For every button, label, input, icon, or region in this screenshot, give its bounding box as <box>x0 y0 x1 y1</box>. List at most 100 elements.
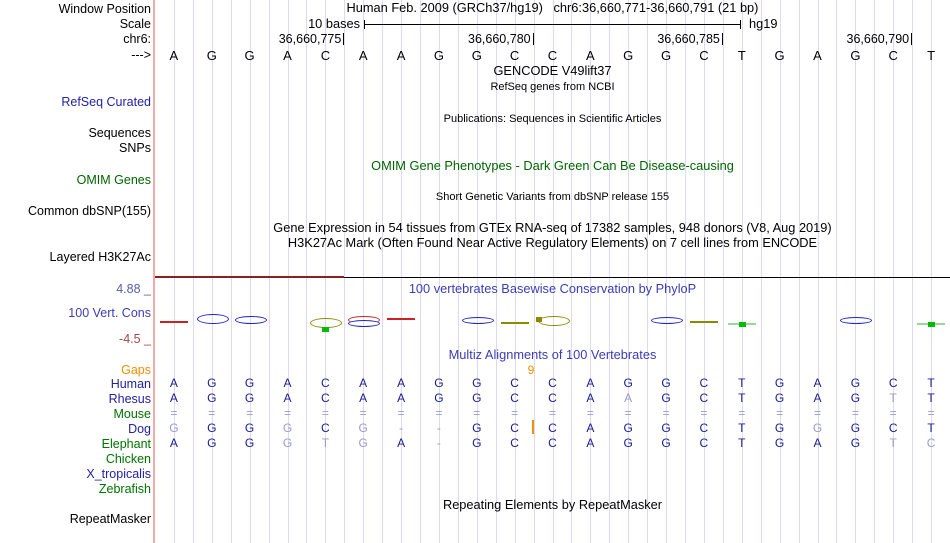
scale-bar-right-tick <box>740 20 741 29</box>
base-letter: T <box>927 48 936 63</box>
cons-mark-olive-col15 <box>689 321 718 323</box>
track-title-short-genetic-variants-from-dbsnp-releas[interactable]: Short Genetic Variants from dbSNP releas… <box>435 191 670 203</box>
track-title-repeating-elements-by-repeatmasker[interactable]: Repeating Elements by RepeatMasker <box>442 497 663 512</box>
gap-size-label: 9 <box>527 363 535 377</box>
align-cell-elephant-col19: G <box>850 436 861 450</box>
align-cell-human-col20: C <box>888 376 898 390</box>
align-cell-elephant-col8: - <box>436 436 441 450</box>
grid-line <box>874 0 876 543</box>
align-cell-dog-col3: G <box>244 421 255 435</box>
grid-line <box>344 0 346 543</box>
track-label-100-vert-cons[interactable]: 100 Vert. Cons <box>68 306 151 320</box>
track-label-chr6: chr6: <box>123 32 151 46</box>
grid-line <box>211 0 213 543</box>
align-cell-mouse-col5: = <box>321 406 329 420</box>
grid-line <box>798 0 800 543</box>
track-title-gencode-v49lift37[interactable]: GENCODE V49lift37 <box>493 63 612 78</box>
align-cell-human-col9: G <box>472 376 482 390</box>
track-label-omim-genes[interactable]: OMIM Genes <box>76 173 151 187</box>
track-label-gaps[interactable]: Gaps <box>121 363 151 377</box>
base-letter: G <box>623 48 634 63</box>
align-cell-mouse-col2: = <box>208 406 216 420</box>
align-cell-dog-col18: G <box>812 421 823 435</box>
assembly-tag: hg19 <box>749 16 778 31</box>
align-cell-human-col18: A <box>813 376 822 390</box>
align-cell-dog-col19: G <box>850 421 861 435</box>
cons-mark-red-col1 <box>159 321 188 323</box>
grid-line <box>192 0 194 543</box>
align-cell-rhesus-col12: A <box>586 391 595 405</box>
base-letter: G <box>850 48 861 63</box>
align-cell-human-col15: C <box>699 376 709 390</box>
track-label-zebrafish[interactable]: Zebrafish <box>98 482 151 496</box>
track-label-chicken[interactable]: Chicken <box>105 452 151 466</box>
align-cell-elephant-col10: C <box>510 436 519 450</box>
align-cell-mouse-col21: = <box>927 406 935 420</box>
align-cell-rhesus-col3: G <box>244 391 255 405</box>
align-cell-mouse-col19: = <box>851 406 859 420</box>
grid-line <box>571 0 573 543</box>
align-cell-rhesus-col6: A <box>359 391 368 405</box>
track-label-refseq-curated[interactable]: RefSeq Curated <box>61 95 151 109</box>
align-cell-elephant-col6: G <box>358 436 368 450</box>
track-label-4-88: 4.88 _ <box>116 282 151 296</box>
track-label-human[interactable]: Human <box>110 377 151 391</box>
track-label-common-dbsnp-155[interactable]: Common dbSNP(155) <box>28 204 151 218</box>
align-cell-mouse-col15: = <box>700 406 708 420</box>
track-label-snps[interactable]: SNPs <box>119 141 151 155</box>
ruler-tick-label: 36,660,790 <box>846 32 910 46</box>
grid-line <box>931 0 933 543</box>
align-cell-rhesus-col19: G <box>850 391 861 405</box>
base-letter: G <box>471 48 482 63</box>
align-cell-rhesus-col18: A <box>813 391 822 405</box>
track-label-elephant[interactable]: Elephant <box>101 437 151 451</box>
track-label-mouse[interactable]: Mouse <box>113 407 151 421</box>
track-title-100-vertebrates-basewise-conservation-by[interactable]: 100 vertebrates Basewise Conservation by… <box>408 281 697 296</box>
base-letter: C <box>888 48 898 63</box>
align-cell-rhesus-col15: C <box>699 391 709 405</box>
ruler-tick-label: 36,660,775 <box>278 32 342 46</box>
base-letter: C <box>547 48 558 63</box>
align-cell-mouse-col3: = <box>246 406 254 420</box>
align-cell-elephant-col9: G <box>472 436 482 450</box>
track-label-x-tropicalis[interactable]: X_tropicalis <box>86 467 151 481</box>
track-label-dog[interactable]: Dog <box>128 422 151 436</box>
cons-mark-olive-col10 <box>500 322 529 324</box>
grid-line <box>741 0 743 543</box>
grid-line <box>533 0 535 543</box>
align-cell-dog-col20: C <box>888 421 898 435</box>
grid-line <box>495 0 497 543</box>
track-title-h3k27ac-mark-often-found-near-active-reg[interactable]: H3K27Ac Mark (Often Found Near Active Re… <box>287 235 818 250</box>
track-label-scale: Scale <box>119 17 151 31</box>
align-cell-mouse-col14: = <box>662 406 670 420</box>
align-cell-rhesus-col5: C <box>321 391 330 405</box>
align-cell-dog-col5: C <box>321 421 330 435</box>
align-cell-dog-col1: G <box>169 421 179 435</box>
align-cell-rhesus-col8: G <box>434 391 444 405</box>
track-label-sequences[interactable]: Sequences <box>88 126 151 140</box>
grid-line <box>722 0 724 543</box>
align-cell-elephant-col20: T <box>889 436 897 450</box>
align-cell-mouse-col9: = <box>473 406 481 420</box>
align-cell-mouse-col11: = <box>548 406 556 420</box>
grid-line <box>628 0 630 543</box>
track-title-multiz-alignments-of-100-vertebrates[interactable]: Multiz Alignments of 100 Vertebrates <box>448 347 657 362</box>
track-title-omim-gene-phenotypes-dark-green-can-be-d[interactable]: OMIM Gene Phenotypes - Dark Green Can Be… <box>371 158 734 173</box>
track-label-layered-h3k27ac[interactable]: Layered H3K27Ac <box>49 250 151 264</box>
align-cell-dog-col2: G <box>207 421 217 435</box>
cons-mark-olive-col11 <box>537 316 570 326</box>
track-label-repeatmasker[interactable]: RepeatMasker <box>69 512 151 526</box>
track-title-publications-sequences-in-scientific-art[interactable]: Publications: Sequences in Scientific Ar… <box>443 113 662 125</box>
track-title-gene-expression-in-54-tissues-from-gtex-[interactable]: Gene Expression in 54 tissues from GTEx … <box>273 220 832 235</box>
base-letter: G <box>433 48 444 63</box>
cons-mark-greendot-col16 <box>738 322 746 327</box>
align-cell-dog-col14: G <box>661 421 671 435</box>
align-cell-mouse-col8: = <box>435 406 443 420</box>
track-label-rhesus[interactable]: Rhesus <box>108 392 151 406</box>
grid-line <box>268 0 270 543</box>
align-cell-elephant-col2: G <box>207 436 217 450</box>
align-cell-human-col16: T <box>738 376 746 390</box>
align-cell-elephant-col15: C <box>699 436 709 450</box>
align-cell-elephant-col13: G <box>623 436 633 450</box>
scale-bar <box>364 24 741 25</box>
